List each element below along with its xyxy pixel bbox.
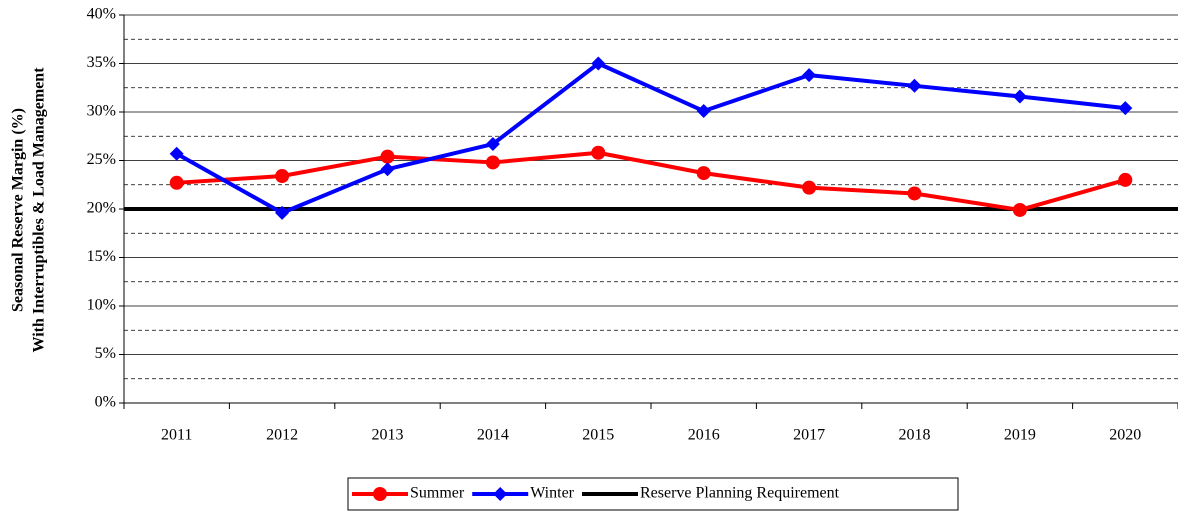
marker bbox=[169, 146, 184, 161]
marker bbox=[275, 169, 290, 184]
marker bbox=[485, 137, 500, 152]
marker bbox=[493, 487, 508, 501]
y-tick-label: 10% bbox=[87, 297, 116, 314]
series-line bbox=[175, 61, 1126, 215]
marker bbox=[485, 155, 500, 170]
marker bbox=[802, 180, 817, 195]
y-tick-label: 40% bbox=[87, 6, 116, 23]
x-tick-label: 2011 bbox=[161, 427, 192, 444]
series-line bbox=[176, 150, 1126, 212]
legend-label: Reserve Planning Requirement bbox=[640, 485, 840, 502]
marker bbox=[907, 78, 922, 93]
marker bbox=[380, 149, 395, 164]
y-tick-label: 30% bbox=[87, 103, 116, 120]
x-tick-label: 2012 bbox=[266, 427, 298, 444]
marker bbox=[373, 487, 387, 501]
x-tick-label: 2019 bbox=[1004, 427, 1036, 444]
marker bbox=[169, 175, 184, 190]
x-tick-label: 2020 bbox=[1109, 427, 1141, 444]
y-tick-label: 0% bbox=[95, 394, 116, 411]
marker bbox=[802, 68, 817, 83]
x-tick-label: 2018 bbox=[899, 427, 931, 444]
x-tick-label: 2014 bbox=[477, 427, 509, 444]
y-tick-label: 25% bbox=[87, 151, 116, 168]
x-tick-label: 2015 bbox=[582, 427, 614, 444]
x-tick-label: 2017 bbox=[793, 427, 825, 444]
y-axis-label: Seasonal Reserve Margin (%) bbox=[10, 108, 27, 312]
y-tick-label: 35% bbox=[87, 54, 116, 71]
marker bbox=[1012, 89, 1027, 104]
x-tick-label: 2016 bbox=[688, 427, 720, 444]
marker bbox=[1118, 101, 1133, 116]
y-tick-label: 15% bbox=[87, 248, 116, 265]
legend-label: Summer bbox=[410, 485, 465, 502]
marker bbox=[907, 186, 922, 201]
marker bbox=[591, 56, 606, 71]
y-tick-label: 5% bbox=[95, 345, 116, 362]
legend-label: Winter bbox=[530, 485, 574, 502]
marker bbox=[380, 162, 395, 177]
marker bbox=[1118, 172, 1133, 187]
marker bbox=[696, 166, 711, 181]
legend-box bbox=[347, 477, 959, 511]
y-axis-label: With Interruptibles & Load Management bbox=[31, 67, 48, 353]
marker bbox=[275, 205, 290, 220]
marker bbox=[591, 145, 606, 160]
marker bbox=[1012, 202, 1027, 217]
marker bbox=[696, 104, 711, 119]
x-tick-label: 2013 bbox=[372, 427, 404, 444]
y-tick-label: 20% bbox=[87, 200, 116, 217]
